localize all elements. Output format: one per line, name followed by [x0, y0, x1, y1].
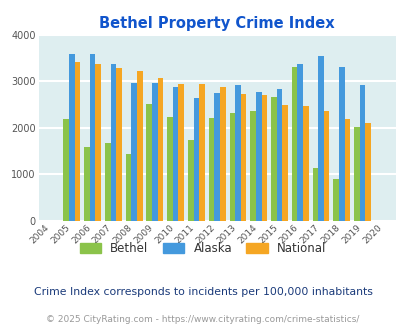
Bar [297, 64, 303, 221]
Bar [214, 93, 220, 221]
Bar [240, 94, 246, 221]
Bar [90, 54, 95, 221]
Text: Crime Index corresponds to incidents per 100,000 inhabitants: Crime Index corresponds to incidents per… [34, 287, 371, 297]
Bar [126, 153, 131, 221]
Bar [95, 64, 101, 221]
Bar [333, 179, 338, 221]
Bar [353, 127, 359, 221]
Bar [104, 143, 110, 221]
Bar [359, 84, 364, 221]
Bar [199, 84, 205, 221]
Bar [276, 89, 281, 221]
Bar [364, 123, 370, 221]
Bar [152, 83, 157, 221]
Bar [116, 68, 121, 221]
Bar [234, 85, 240, 221]
Bar [220, 87, 225, 221]
Bar [312, 168, 318, 221]
Bar [193, 98, 199, 221]
Bar [167, 117, 173, 221]
Bar [84, 147, 90, 221]
Bar [63, 118, 69, 221]
Text: © 2025 CityRating.com - https://www.cityrating.com/crime-statistics/: © 2025 CityRating.com - https://www.city… [46, 315, 359, 324]
Bar [344, 119, 350, 221]
Bar [291, 67, 297, 221]
Bar [338, 67, 344, 221]
Bar [178, 83, 183, 221]
Bar [261, 95, 266, 221]
Bar [318, 56, 323, 221]
Title: Bethel Property Crime Index: Bethel Property Crime Index [99, 16, 334, 31]
Bar [271, 97, 276, 221]
Bar [75, 62, 80, 221]
Bar [173, 87, 178, 221]
Bar [69, 54, 75, 221]
Bar [136, 72, 142, 221]
Bar [255, 92, 261, 221]
Bar [131, 83, 136, 221]
Bar [146, 104, 152, 221]
Bar [250, 111, 255, 221]
Bar [303, 107, 308, 221]
Bar [323, 111, 329, 221]
Bar [281, 105, 287, 221]
Bar [110, 64, 116, 221]
Legend: Bethel, Alaska, National: Bethel, Alaska, National [75, 237, 330, 260]
Bar [229, 114, 234, 221]
Bar [157, 79, 163, 221]
Bar [208, 118, 214, 221]
Bar [188, 140, 193, 221]
